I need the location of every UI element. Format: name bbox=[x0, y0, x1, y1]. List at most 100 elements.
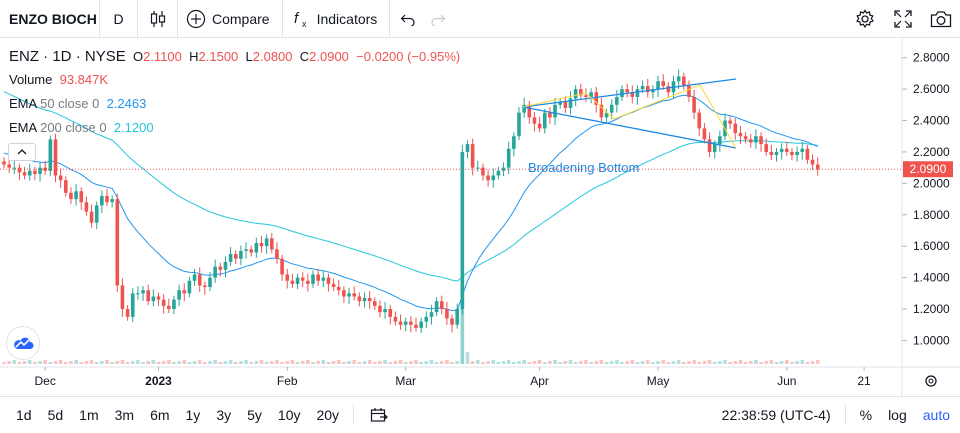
price-tick-label: 1.6000 bbox=[913, 239, 950, 253]
volume-bar bbox=[609, 361, 614, 364]
range-button-10y[interactable]: 10y bbox=[277, 407, 301, 423]
price-tick-label: 2.0000 bbox=[913, 176, 950, 190]
candle-body bbox=[275, 249, 279, 259]
clock-timezone[interactable]: 22:38:59 (UTC-4) bbox=[721, 407, 831, 423]
candle-body bbox=[48, 139, 53, 171]
volume-bar bbox=[496, 362, 501, 364]
candle-body bbox=[697, 112, 702, 129]
fullscreen-button[interactable] bbox=[884, 0, 922, 38]
candle-body bbox=[326, 277, 331, 284]
candle-body bbox=[676, 76, 681, 82]
candle-body bbox=[223, 261, 228, 270]
candle-body bbox=[414, 324, 418, 328]
candle-body bbox=[187, 280, 192, 294]
volume-bar bbox=[779, 361, 784, 364]
volume-bar bbox=[512, 362, 516, 364]
candle-body bbox=[537, 123, 542, 129]
price-axis[interactable]: 2.8000 2.6000 2.4000 2.2000 2.0000 1.8000 1.60… bbox=[902, 51, 950, 348]
price-chart[interactable]: Broadening Bottom 2.8000 2.6000 2.4000 2.20… bbox=[0, 38, 960, 396]
volume-bar bbox=[548, 361, 552, 364]
legend-ema-50[interactable]: EMA 50 close 0 2.2463 bbox=[9, 96, 146, 111]
range-button-1m[interactable]: 1m bbox=[79, 407, 99, 423]
candle-body bbox=[409, 321, 413, 325]
log-scale-toggle[interactable]: log bbox=[888, 407, 907, 423]
candle-body bbox=[728, 120, 732, 124]
volume-bar bbox=[460, 288, 465, 364]
volume-bar bbox=[58, 360, 63, 364]
range-button-5y[interactable]: 5y bbox=[247, 407, 262, 423]
candle-body bbox=[125, 309, 130, 317]
snapshot-button[interactable] bbox=[922, 0, 960, 38]
candle-body bbox=[759, 136, 763, 145]
candle-body bbox=[84, 202, 89, 212]
bottom-right-separator bbox=[844, 405, 846, 425]
brand-logo[interactable] bbox=[6, 326, 40, 360]
percent-scale-toggle[interactable]: % bbox=[859, 407, 873, 423]
candle-body bbox=[182, 290, 187, 294]
range-button-6m[interactable]: 6m bbox=[150, 407, 170, 423]
indicators-button[interactable]: f x Indicators bbox=[283, 0, 391, 38]
legend-volume[interactable]: Volume 93.847K bbox=[9, 72, 108, 87]
volume-bar bbox=[429, 360, 434, 364]
volume-bar bbox=[130, 361, 135, 364]
volume-bar bbox=[94, 362, 99, 364]
candle-body bbox=[244, 249, 248, 251]
volume-bar bbox=[393, 361, 398, 364]
volume-bar bbox=[558, 362, 562, 364]
legend-change: −0.0200 (−0.95%) bbox=[356, 49, 461, 64]
candle-body bbox=[172, 299, 176, 310]
compare-button[interactable]: Compare bbox=[178, 0, 283, 38]
undo-icon[interactable] bbox=[400, 12, 416, 26]
volume-bar bbox=[532, 361, 537, 364]
time-axis[interactable]: Dec 2023 Feb Mar Apr May Jun 21 bbox=[35, 367, 872, 388]
price-tick-label: 2.8000 bbox=[913, 51, 950, 65]
candle-body bbox=[476, 167, 480, 169]
range-button-5d[interactable]: 5d bbox=[47, 407, 64, 423]
candle-body bbox=[527, 104, 532, 118]
volume-bar bbox=[671, 361, 676, 364]
volume-bar bbox=[754, 360, 758, 364]
symbol-search-button[interactable]: ENZO BIOCH bbox=[0, 0, 100, 38]
candle-body bbox=[213, 266, 217, 278]
bottom-toolbar: 1d 5d 1m 3m 6m 1y 3y 5y 10y 20y 22:38:59 (UTC-4) … bbox=[0, 396, 960, 433]
time-axis-settings-button[interactable] bbox=[925, 375, 937, 387]
legend-high-label: H bbox=[189, 49, 199, 64]
volume-bar bbox=[682, 362, 686, 364]
legend-collapse-button[interactable] bbox=[8, 143, 36, 161]
range-button-1d[interactable]: 1d bbox=[16, 407, 32, 423]
date-range-button[interactable] bbox=[360, 407, 398, 423]
volume-bar bbox=[192, 361, 197, 364]
candle-body bbox=[259, 243, 264, 247]
range-button-3m[interactable]: 3m bbox=[114, 407, 135, 423]
volume-bar bbox=[764, 361, 768, 364]
chevron-up-icon bbox=[17, 149, 27, 155]
candle-body bbox=[604, 112, 609, 118]
volume-bar bbox=[785, 360, 789, 364]
pattern-line-upper bbox=[522, 78, 737, 108]
volume-bar bbox=[383, 360, 387, 364]
chart-type-button[interactable] bbox=[138, 0, 178, 38]
candle-body bbox=[450, 318, 454, 325]
legend-ema-200[interactable]: EMA 200 close 0 2.1200 bbox=[9, 120, 154, 135]
settings-button[interactable] bbox=[846, 0, 884, 38]
interval-button[interactable]: D bbox=[100, 0, 138, 38]
volume-bar bbox=[213, 360, 217, 364]
volume-bar bbox=[27, 360, 32, 364]
candle-body bbox=[548, 112, 552, 118]
volume-bar bbox=[733, 361, 738, 364]
redo-icon[interactable] bbox=[430, 12, 446, 26]
pattern-line-lower bbox=[522, 106, 737, 149]
volume-bar bbox=[522, 360, 526, 364]
price-tick-label: 1.2000 bbox=[913, 302, 950, 316]
candle-body bbox=[815, 164, 820, 170]
price-tick-label: 2.6000 bbox=[913, 82, 950, 96]
auto-scale-toggle[interactable]: auto bbox=[922, 407, 950, 423]
range-button-3y[interactable]: 3y bbox=[216, 407, 232, 423]
candle-body bbox=[501, 167, 506, 171]
volume-bar bbox=[110, 362, 114, 364]
volume-bar bbox=[208, 361, 212, 364]
candles bbox=[2, 69, 820, 334]
range-button-1y[interactable]: 1y bbox=[185, 407, 201, 423]
range-button-20y[interactable]: 20y bbox=[316, 407, 340, 423]
legend-ticker[interactable]: ENZ bbox=[9, 48, 39, 65]
